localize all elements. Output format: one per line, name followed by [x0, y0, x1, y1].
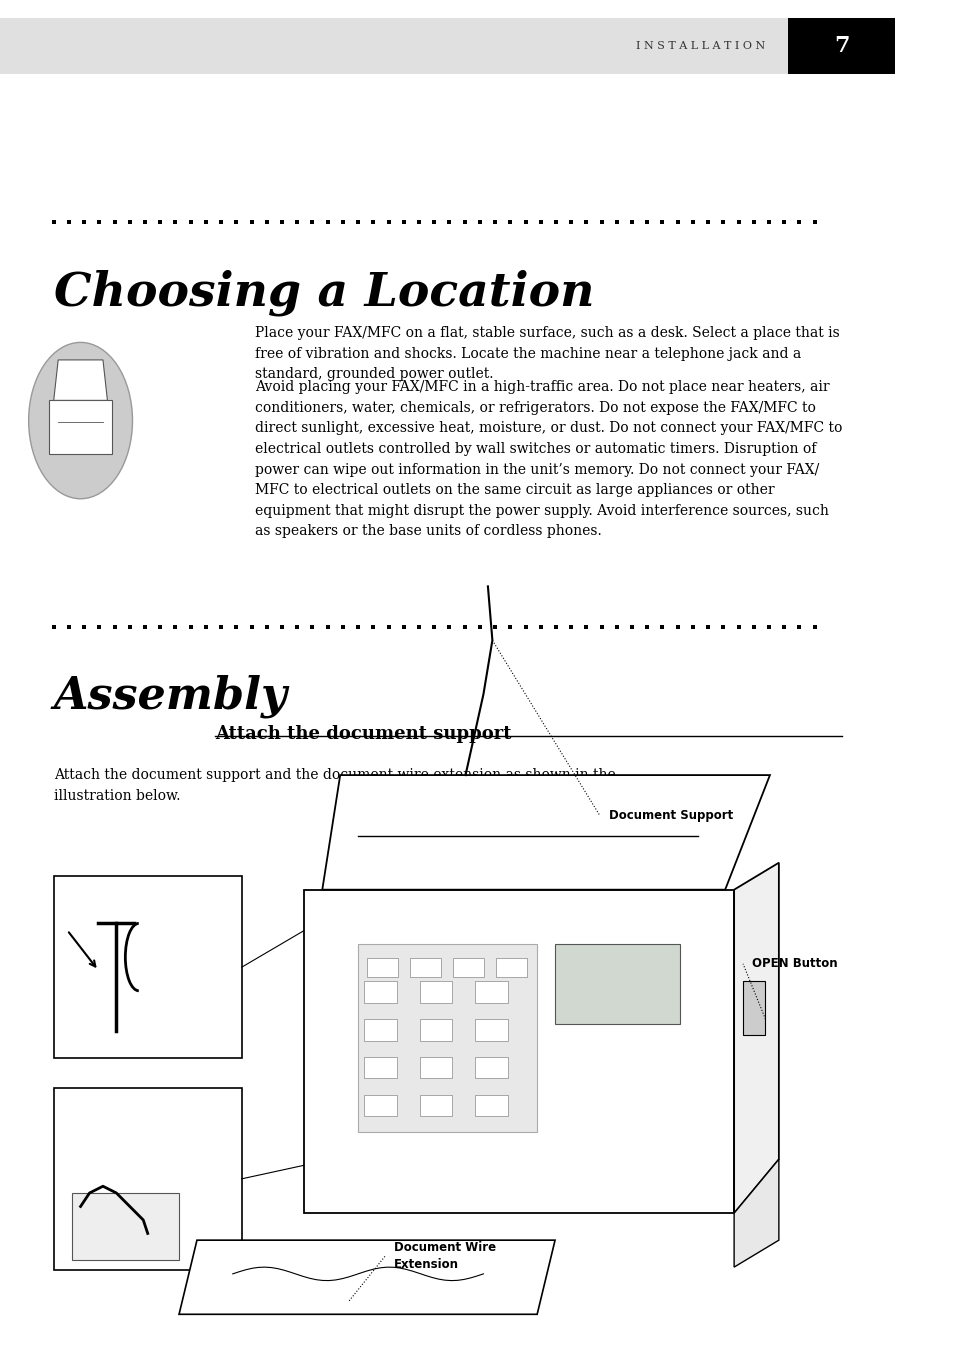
Polygon shape [179, 1240, 555, 1314]
Text: Attach the document support: Attach the document support [214, 725, 511, 743]
Circle shape [29, 342, 132, 499]
Polygon shape [322, 775, 769, 890]
Bar [419, 1095, 452, 1116]
Text: Assembly: Assembly [53, 674, 287, 717]
Bar [475, 1019, 507, 1041]
Polygon shape [734, 863, 778, 1213]
Bar [496, 958, 527, 977]
Text: OPEN Button: OPEN Button [751, 957, 837, 971]
Text: Document Support: Document Support [608, 809, 732, 822]
Bar [787, 18, 894, 74]
Bar [555, 944, 679, 1024]
Bar [419, 981, 452, 1003]
Bar [475, 1095, 507, 1116]
Bar [364, 1019, 396, 1041]
Bar [475, 981, 507, 1003]
Bar [367, 958, 398, 977]
Bar [419, 1019, 452, 1041]
Bar [53, 876, 241, 1058]
Text: Place your FAX/MFC on a flat, stable surface, such as a desk. Select a place tha: Place your FAX/MFC on a flat, stable sur… [254, 326, 839, 381]
Text: I N S T A L L A T I O N: I N S T A L L A T I O N [636, 40, 764, 51]
Bar [304, 890, 734, 1213]
Bar [742, 981, 764, 1035]
Bar [410, 958, 441, 977]
Bar [357, 944, 537, 1132]
Text: Document Wire
Extension: Document Wire Extension [394, 1242, 496, 1271]
Text: Attach the document support and the document wire extension as shown in the
illu: Attach the document support and the docu… [53, 768, 615, 803]
Bar [0, 18, 787, 74]
Bar [364, 1057, 396, 1078]
Bar [475, 1057, 507, 1078]
Bar [453, 958, 484, 977]
Text: Avoid placing your FAX/MFC in a high-traffic area. Do not place near heaters, ai: Avoid placing your FAX/MFC in a high-tra… [254, 380, 841, 538]
Bar [50, 400, 112, 454]
Bar [71, 1193, 179, 1260]
Polygon shape [734, 1159, 778, 1267]
Text: 7: 7 [833, 35, 848, 57]
Bar [419, 1057, 452, 1078]
Polygon shape [53, 360, 108, 400]
Bar [364, 1095, 396, 1116]
Bar [53, 1088, 241, 1270]
Bar [364, 981, 396, 1003]
Text: Choosing a Location: Choosing a Location [53, 270, 594, 315]
